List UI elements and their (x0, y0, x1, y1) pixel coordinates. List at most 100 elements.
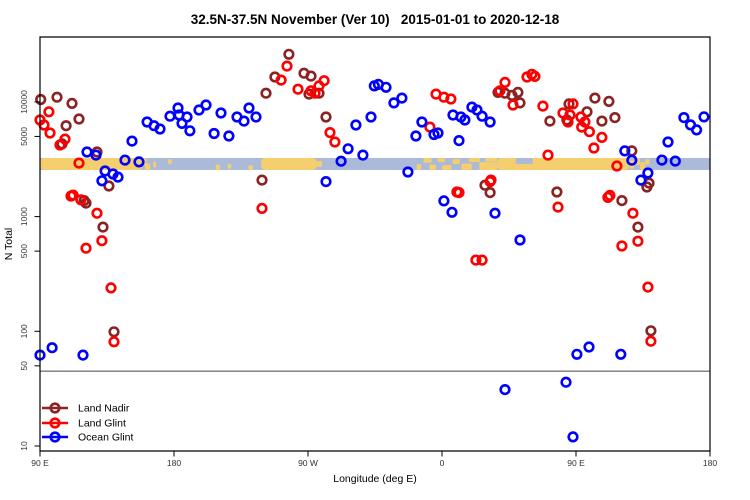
data-point-ocean-glint (402, 166, 414, 178)
data-point-ocean-glint (243, 102, 255, 114)
map-strip-land (153, 161, 157, 168)
data-point-ocean-glint (410, 130, 422, 142)
data-point-land-nadir (551, 186, 563, 198)
x-tick-label: 90 E (31, 458, 49, 468)
data-point-ocean-glint (642, 167, 654, 179)
map-strip-land (479, 162, 498, 170)
axes-group: 10 50 100 500 1000 5000 10000 90 E 180 90 W 0 90 E 1… (19, 36, 717, 468)
y-tick-label: 5000 (19, 127, 29, 146)
map-strip-land (316, 160, 323, 167)
data-point-land-nadir (632, 221, 644, 233)
data-point-land-glint (564, 109, 576, 121)
map-strip-land (40, 157, 143, 170)
data-point-land-nadir (645, 325, 657, 337)
map-strip-land (485, 157, 498, 162)
data-point-land-glint (537, 100, 549, 112)
data-point-land-nadir (283, 48, 295, 60)
data-point-land-nadir (51, 91, 63, 103)
data-point-land-nadir (260, 87, 272, 99)
data-point-land-glint (329, 136, 341, 148)
chart-title: 32.5N-37.5N November (Ver 10) 2015-01-01… (191, 12, 560, 27)
map-strip-land (261, 157, 317, 170)
data-point-land-nadir (603, 95, 615, 107)
data-point-land-nadir (563, 98, 575, 110)
legend: Land Nadir Land Glint Ocean Glint (42, 402, 134, 444)
data-point-land-glint (324, 127, 336, 139)
data-point-land-glint (67, 189, 79, 201)
data-point-land-glint (632, 235, 644, 247)
data-point-land-glint (91, 207, 103, 219)
map-strip-land (227, 163, 232, 169)
data-point-ocean-glint (635, 174, 647, 186)
data-point-ocean-glint (215, 107, 227, 119)
data-point-land-nadir (305, 70, 317, 82)
data-point-ocean-glint (164, 110, 176, 122)
data-point-land-nadir (35, 93, 47, 106)
data-point-land-glint (552, 201, 564, 213)
data-point-land-glint (588, 142, 600, 154)
data-point-ocean-glint (432, 127, 444, 139)
data-point-ocean-glint (560, 376, 572, 388)
x-axis-label: Longitude (deg E) (333, 473, 416, 485)
data-point-land-nadir (256, 174, 268, 186)
data-point-ocean-glint (193, 104, 205, 116)
data-point-land-nadir (616, 195, 628, 207)
data-point-land-glint (642, 281, 654, 293)
data-point-ocean-glint (499, 384, 511, 396)
data-point-land-glint (44, 127, 56, 139)
data-point-land-glint (80, 242, 92, 254)
data-point-land-glint (54, 139, 66, 151)
map-strip-land (423, 157, 432, 163)
data-point-land-nadir (609, 111, 621, 124)
x-tick-label: 90 W (298, 458, 318, 468)
data-point-ocean-glint (656, 154, 668, 166)
data-point-ocean-glint (678, 111, 690, 124)
data-point-ocean-glint (416, 116, 428, 128)
data-point-land-glint (627, 207, 639, 219)
data-point-land-glint (470, 254, 482, 266)
data-point-land-glint (542, 149, 554, 161)
data-point-ocean-glint (46, 342, 58, 354)
data-point-ocean-glint (571, 348, 583, 360)
data-point-ocean-glint (335, 155, 347, 167)
data-point-land-glint (476, 254, 488, 266)
data-point-ocean-glint (583, 341, 595, 353)
data-point-ocean-glint (250, 111, 262, 123)
map-strip-land (442, 165, 452, 170)
map-strip-land (468, 157, 480, 163)
data-point-land-glint (579, 116, 591, 128)
data-point-ocean-glint (184, 125, 196, 137)
data-point-land-glint (604, 189, 616, 201)
map-strip-land (461, 163, 472, 170)
data-point-ocean-glint (172, 102, 184, 114)
data-point-ocean-glint (388, 97, 400, 109)
data-point-land-glint (96, 235, 108, 247)
data-point-ocean-glint (119, 154, 131, 166)
x-tick-label: 180 (703, 458, 717, 468)
data-point-ocean-glint (438, 195, 450, 207)
data-point-land-nadir (66, 97, 78, 109)
y-tick-label: 10 (19, 441, 29, 451)
data-point-ocean-glint (342, 143, 354, 155)
data-point-ocean-glint (669, 155, 681, 167)
data-point-land-nadir (484, 187, 496, 199)
data-point-land-glint (43, 106, 55, 118)
data-point-ocean-glint (698, 111, 710, 123)
data-point-land-glint (616, 240, 628, 252)
data-point-land-glint (499, 76, 511, 88)
data-point-ocean-glint (619, 145, 631, 157)
data-point-ocean-glint (320, 176, 332, 188)
map-strip-land (248, 165, 253, 170)
data-point-land-glint (281, 60, 293, 72)
data-point-land-glint (602, 191, 614, 203)
data-point-land-glint (292, 83, 304, 95)
data-point-land-nadir (108, 326, 120, 338)
data-point-ocean-glint (112, 171, 124, 183)
data-point-ocean-glint (380, 81, 392, 93)
data-point-land-nadir (596, 115, 608, 127)
data-point-ocean-glint (238, 115, 250, 127)
x-tick-label: 0 (440, 458, 445, 468)
data-point-ocean-glint (154, 123, 166, 135)
map-strip-land (168, 159, 172, 164)
data-point-land-nadir (103, 180, 115, 192)
